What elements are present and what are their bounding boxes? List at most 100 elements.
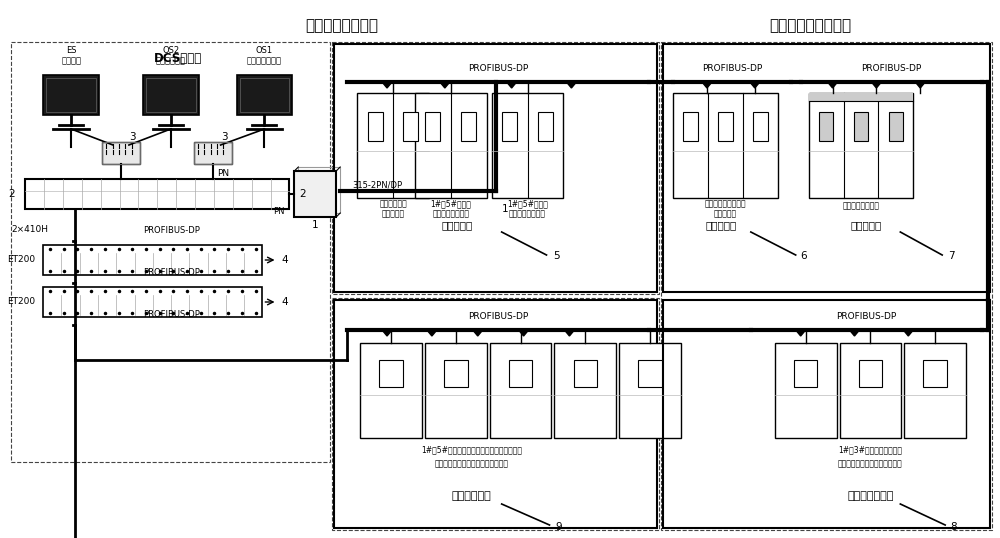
Bar: [11, 42, 330, 462]
Text: 低压配电室: 低压配电室: [441, 220, 472, 230]
Text: PN: PN: [217, 168, 229, 178]
Bar: [538, 112, 553, 141]
Text: PROFIBUS-DP: PROFIBUS-DP: [702, 64, 762, 73]
Bar: [638, 360, 662, 387]
Text: 低压配电室: 低压配电室: [705, 220, 737, 230]
Polygon shape: [828, 82, 838, 88]
Bar: [143, 75, 199, 115]
Bar: [237, 75, 292, 115]
Bar: [46, 78, 96, 112]
Bar: [809, 93, 913, 198]
Text: 1#～5#压榨机: 1#～5#压榨机: [430, 200, 471, 209]
Bar: [240, 78, 289, 112]
Bar: [819, 112, 833, 141]
Polygon shape: [519, 330, 529, 336]
Text: ET200: ET200: [7, 256, 35, 265]
Bar: [368, 112, 383, 141]
Text: ES
工程师站: ES 工程师站: [61, 46, 81, 65]
Bar: [509, 360, 532, 387]
Text: 1: 1: [312, 220, 319, 230]
Bar: [574, 360, 597, 387]
Bar: [102, 142, 140, 164]
Text: DCS中控室: DCS中控室: [154, 52, 202, 65]
Polygon shape: [915, 82, 925, 88]
Text: PROFIBUS-DP: PROFIBUS-DP: [468, 312, 528, 321]
Text: 2×410H: 2×410H: [11, 225, 48, 234]
Text: 主辅输蔗机及平送机: 主辅输蔗机及平送机: [705, 200, 746, 209]
Text: PN: PN: [273, 207, 284, 216]
Text: OS1
预处理操作员站: OS1 预处理操作员站: [247, 46, 282, 65]
Bar: [673, 93, 778, 198]
Polygon shape: [382, 82, 392, 88]
Text: 3: 3: [130, 132, 136, 142]
Bar: [854, 112, 868, 141]
Polygon shape: [382, 330, 392, 336]
Bar: [25, 179, 289, 209]
Bar: [661, 42, 992, 530]
Text: PROFIBUS-DP: PROFIBUS-DP: [836, 312, 897, 321]
Polygon shape: [440, 82, 450, 88]
Bar: [461, 112, 476, 141]
Bar: [444, 360, 468, 387]
Bar: [43, 245, 262, 275]
Text: 预处理车间现场: 预处理车间现场: [847, 491, 894, 501]
Bar: [43, 75, 99, 115]
Bar: [663, 44, 990, 292]
Bar: [859, 360, 882, 387]
Text: 4: 4: [281, 255, 288, 265]
Bar: [298, 167, 340, 213]
Bar: [102, 142, 140, 164]
Text: 1: 1: [502, 204, 508, 214]
Text: 3: 3: [221, 132, 228, 142]
Polygon shape: [850, 330, 859, 336]
Polygon shape: [564, 330, 574, 336]
Bar: [43, 287, 262, 317]
Text: ET200: ET200: [7, 298, 35, 307]
Bar: [889, 112, 903, 141]
Polygon shape: [473, 330, 483, 336]
Text: 全数字直流调速柜: 全数字直流调速柜: [432, 209, 469, 218]
Polygon shape: [566, 82, 576, 88]
Bar: [146, 78, 196, 112]
Text: 315-2PN/DP: 315-2PN/DP: [352, 181, 402, 190]
Text: 变频调速柜: 变频调速柜: [381, 209, 405, 218]
Bar: [663, 300, 990, 528]
Text: 中输机及泵群: 中输机及泵群: [379, 200, 407, 209]
Text: PROFIBUS-DP: PROFIBUS-DP: [861, 64, 921, 73]
Text: 全数字直流调速柜: 全数字直流调速柜: [509, 209, 546, 218]
Text: 变频调速柜: 变频调速柜: [714, 209, 737, 218]
Text: 压榨车间现场: 压榨车间现场: [452, 491, 492, 501]
Text: 9: 9: [555, 522, 562, 532]
Bar: [683, 112, 698, 141]
Text: 4: 4: [281, 297, 288, 307]
Bar: [923, 360, 947, 387]
Text: PROFIBUS-DP: PROFIBUS-DP: [143, 310, 200, 319]
Text: 高压配电室: 高压配电室: [851, 220, 882, 230]
Bar: [194, 142, 232, 164]
Bar: [332, 298, 659, 530]
Polygon shape: [796, 330, 806, 336]
Text: OS2
压榨操作员站: OS2 压榨操作员站: [156, 46, 186, 65]
Bar: [753, 112, 768, 141]
Text: PROFIBUS-DP: PROFIBUS-DP: [143, 226, 200, 235]
Bar: [403, 112, 418, 141]
Text: 润滑共用油站控制、温度监控柜: 润滑共用油站控制、温度监控柜: [838, 459, 903, 469]
Bar: [554, 343, 616, 438]
Bar: [492, 93, 563, 198]
Text: 1#～5#压榨机、双辊喂料器减速箱共用油站: 1#～5#压榨机、双辊喂料器减速箱共用油站: [421, 445, 522, 455]
Bar: [502, 112, 517, 141]
Bar: [194, 142, 232, 164]
Polygon shape: [871, 82, 881, 88]
Bar: [775, 343, 837, 438]
Bar: [294, 171, 336, 217]
Bar: [425, 112, 440, 141]
Bar: [425, 343, 487, 438]
Bar: [718, 112, 733, 141]
Text: 1#～3#蔗刀机及驱动电机: 1#～3#蔗刀机及驱动电机: [838, 445, 902, 455]
Bar: [334, 300, 657, 528]
Text: 蔗刀机液阻启动柜: 蔗刀机液阻启动柜: [842, 202, 879, 210]
Text: PROFIBUS-DP: PROFIBUS-DP: [143, 268, 200, 277]
Bar: [490, 343, 551, 438]
Bar: [415, 93, 487, 198]
Polygon shape: [903, 330, 913, 336]
